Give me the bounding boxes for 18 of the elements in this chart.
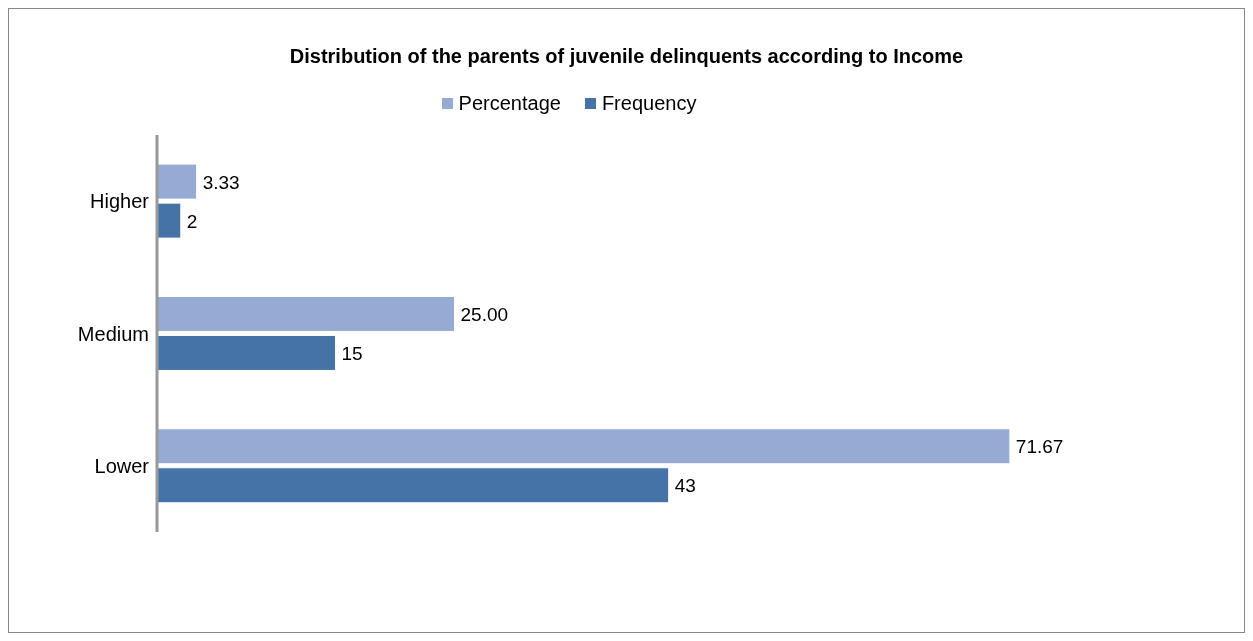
data-label: 3.33 (202, 171, 240, 193)
data-label: 2 (186, 210, 198, 232)
legend-label: Percentage (457, 92, 561, 115)
data-label: 25.00 (460, 303, 509, 325)
bar (156, 295, 455, 332)
data-label: 71.67 (1015, 436, 1064, 458)
legend-label: Frequency (600, 92, 697, 115)
chart-title: Distribution of the parents of juvenile delinquents according to Income (288, 44, 965, 69)
bar (156, 467, 670, 504)
bar (156, 334, 336, 371)
y-tick-label: Medium (77, 322, 149, 345)
bar (156, 428, 1011, 465)
y-tick-label: Higher (90, 190, 150, 213)
y-tick-label: Lower (94, 454, 150, 477)
data-label: 43 (674, 475, 696, 497)
bar (156, 163, 198, 200)
bar (156, 202, 182, 239)
data-label: 15 (341, 342, 363, 364)
